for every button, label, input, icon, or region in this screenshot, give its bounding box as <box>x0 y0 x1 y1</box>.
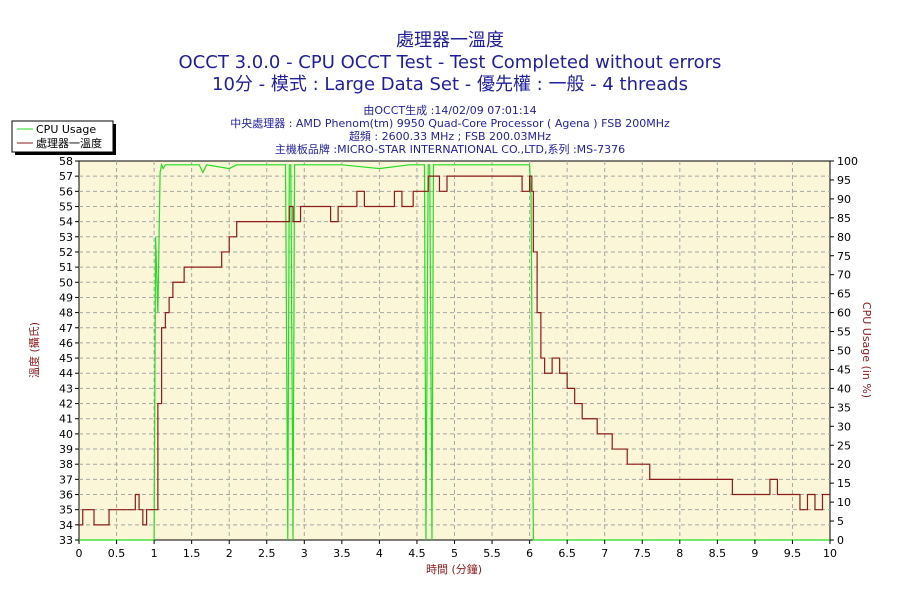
series <box>79 162 830 541</box>
info-line2: 中央處理器 : AMD Phenom(tm) 9950 Quad-Core Pr… <box>230 116 670 130</box>
y-right-tick-label: 55 <box>837 326 851 339</box>
x-tick-label: 9.5 <box>784 547 802 560</box>
x-tick-label: 2 <box>226 547 233 560</box>
y-right-tick-label: 85 <box>837 212 851 225</box>
chart-title-line1: 處理器一溫度 <box>396 30 504 51</box>
x-tick-label: 1.5 <box>183 547 201 560</box>
y-left-tick-label: 46 <box>59 337 73 350</box>
y-left-tick-label: 51 <box>59 261 73 274</box>
y-right-tick-label: 90 <box>837 193 851 206</box>
ticks: 0 0.5 1 1.5 2 2.5 3 3.5 4 4.5 5 5.5 6 6.5 7 7.5 8 8.5 9 9.5… <box>59 155 858 560</box>
y-left-tick-label: 48 <box>59 307 73 320</box>
y-left-tick-label: 40 <box>59 428 73 441</box>
y-right-tick-label: 45 <box>837 363 851 376</box>
series-line-cpu-usage <box>79 162 830 541</box>
y-left-tick-label: 53 <box>59 231 73 244</box>
y-left-tick-label: 44 <box>59 367 73 380</box>
y-right-tick-label: 70 <box>837 269 851 282</box>
y-left-tick-label: 54 <box>59 216 73 229</box>
x-tick-label: 2.5 <box>258 547 276 560</box>
y-right-tick-label: 5 <box>837 515 844 528</box>
y-left-tick-label: 42 <box>59 398 73 411</box>
x-tick-label: 9 <box>751 547 758 560</box>
y-left-tick-label: 34 <box>59 519 73 532</box>
x-tick-label: 10 <box>823 547 837 560</box>
x-tick-label: 4.5 <box>408 547 426 560</box>
y-right-tick-label: 15 <box>837 477 851 490</box>
x-tick-label: 8 <box>676 547 683 560</box>
x-tick-label: 1 <box>151 547 158 560</box>
y-right-tick-label: 30 <box>837 420 851 433</box>
y-left-tick-label: 36 <box>59 489 73 502</box>
y-right-tick-label: 75 <box>837 250 851 263</box>
x-tick-label: 0 <box>76 547 83 560</box>
info-line3: 超頻 : 2600.33 MHz ; FSB 200.03MHz <box>349 129 551 143</box>
y-left-tick-label: 38 <box>59 458 73 471</box>
y-left-tick-label: 49 <box>59 291 73 304</box>
y-left-tick-label: 56 <box>59 185 73 198</box>
legend-temp-label: 處理器一溫度 <box>36 136 102 150</box>
y-right-tick-label: 95 <box>837 174 851 187</box>
x-tick-label: 7 <box>601 547 608 560</box>
y-left-tick-label: 50 <box>59 276 73 289</box>
y-right-tick-label: 25 <box>837 439 851 452</box>
y-left-tick-label: 43 <box>59 382 73 395</box>
y-left-tick-label: 39 <box>59 443 73 456</box>
y-right-tick-label: 50 <box>837 345 851 358</box>
x-tick-label: 3.5 <box>333 547 351 560</box>
legend-cpu-label: CPU Usage <box>36 123 96 136</box>
y-right-tick-label: 100 <box>837 155 858 168</box>
y-right-tick-label: 20 <box>837 458 851 471</box>
x-tick-label: 5.5 <box>483 547 501 560</box>
y-left-tick-label: 35 <box>59 504 73 517</box>
y-axis-right-label: CPU Usage (in %) <box>860 302 873 398</box>
y-right-tick-label: 40 <box>837 382 851 395</box>
y-left-tick-label: 55 <box>59 200 73 213</box>
y-right-tick-label: 10 <box>837 496 851 509</box>
info-line1: 由OCCT生成 :14/02/09 07:01:14 <box>363 103 536 117</box>
y-axis-left-label: 溫度 (攝氏) <box>27 322 41 378</box>
x-axis-label: 時間 (分鐘) <box>426 562 482 576</box>
x-tick-label: 5 <box>451 547 458 560</box>
grid <box>79 161 830 540</box>
y-left-tick-label: 45 <box>59 352 73 365</box>
y-left-tick-label: 41 <box>59 413 73 426</box>
x-tick-label: 7.5 <box>634 547 652 560</box>
legend: CPU Usage 處理器一溫度 <box>11 120 116 155</box>
x-tick-label: 8.5 <box>709 547 727 560</box>
y-right-tick-label: 35 <box>837 401 851 414</box>
x-tick-label: 4 <box>376 547 383 560</box>
x-tick-label: 6 <box>526 547 533 560</box>
legend-box <box>11 120 114 153</box>
y-left-tick-label: 58 <box>59 155 73 168</box>
chart-title-line2: OCCT 3.0.0 - CPU OCCT Test - Test Comple… <box>179 52 722 73</box>
y-right-tick-label: 80 <box>837 231 851 244</box>
y-right-tick-label: 0 <box>837 534 844 547</box>
x-tick-label: 6.5 <box>558 547 576 560</box>
series-line-temperature <box>79 175 830 526</box>
x-tick-label: 0.5 <box>108 547 126 560</box>
y-left-tick-label: 52 <box>59 246 73 259</box>
y-left-tick-label: 57 <box>59 170 73 183</box>
info-line4: 主機板品牌 :MICRO-STAR INTERNATIONAL CO.,LTD,… <box>275 142 625 156</box>
y-left-tick-label: 47 <box>59 322 73 335</box>
chart-title-line3: 10分 - 模式 : Large Data Set - 優先權 : 一般 - 4… <box>212 74 688 95</box>
y-right-tick-label: 60 <box>837 307 851 320</box>
y-right-tick-label: 65 <box>837 288 851 301</box>
y-left-tick-label: 33 <box>59 534 73 547</box>
x-tick-label: 3 <box>301 547 308 560</box>
y-left-tick-label: 37 <box>59 473 73 486</box>
